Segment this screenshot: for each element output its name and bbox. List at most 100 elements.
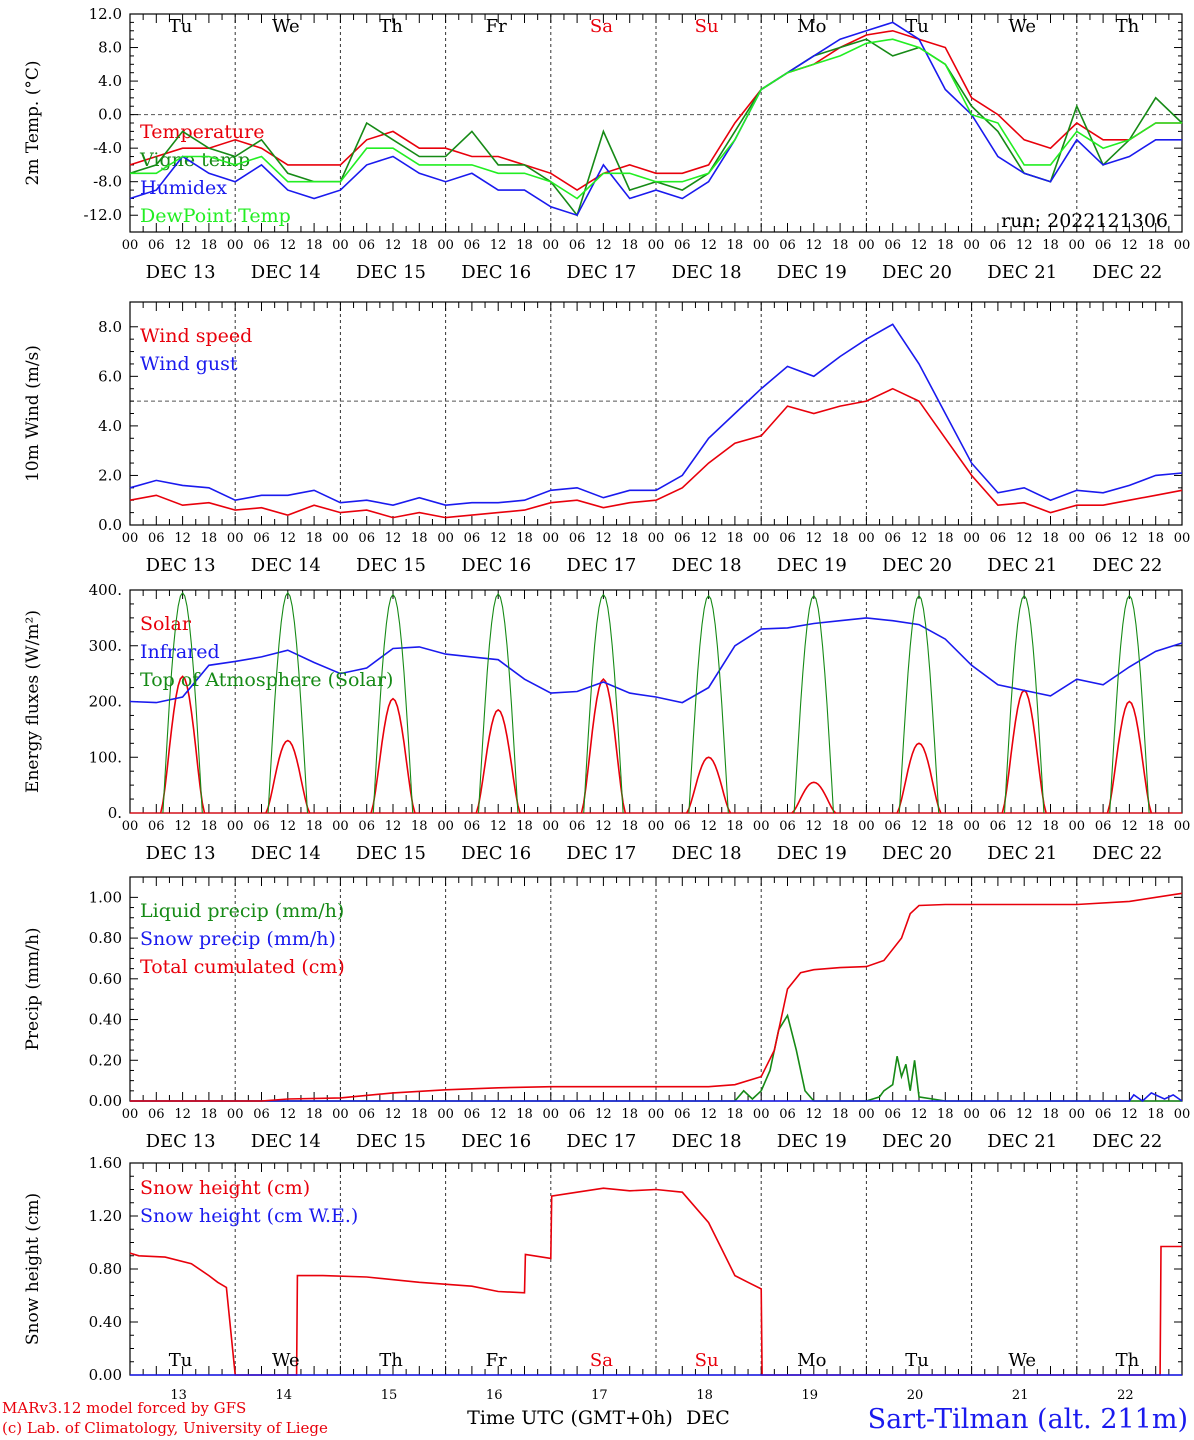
x-hour-label: 06 xyxy=(148,819,165,834)
x-hour-label: 00 xyxy=(858,238,875,253)
x-day-number: 16 xyxy=(486,1388,503,1403)
series-line xyxy=(129,387,1183,519)
x-date-label: DEC 16 xyxy=(461,843,531,864)
x-hour-label: 12 xyxy=(174,238,191,253)
x-hour-label: 12 xyxy=(490,1107,507,1122)
x-hour-label: 18 xyxy=(1042,819,1059,834)
station-name: Sart-Tilman (alt. 211m) xyxy=(868,1404,1188,1435)
x-hour-label: 18 xyxy=(621,238,638,253)
x-hour-label: 12 xyxy=(1016,1107,1033,1122)
x-hour-label: 00 xyxy=(1174,1107,1191,1122)
x-hour-label: 00 xyxy=(753,819,770,834)
panel-wind: 0.0 2.0 4.0 6.0 8.0 10m Wind (m/s) 00 06 12 18 DEC… xyxy=(23,301,1190,576)
x-hour-label: 18 xyxy=(201,531,218,546)
x-date-label: DEC 18 xyxy=(672,555,742,576)
x-hour-label: 18 xyxy=(516,238,533,253)
x-hour-label: 00 xyxy=(648,531,665,546)
x-hour-label: 12 xyxy=(1016,531,1033,546)
x-hour-label: 06 xyxy=(253,1107,270,1122)
x-hour-label: 12 xyxy=(595,531,612,546)
y-tick-label: 0. xyxy=(108,804,122,822)
x-hour-label: 00 xyxy=(648,1107,665,1122)
x-hour-label: 06 xyxy=(884,819,901,834)
x-hour-label: 18 xyxy=(306,1107,323,1122)
x-date-label: DEC 14 xyxy=(251,262,321,283)
x-date-label: DEC 15 xyxy=(356,555,426,576)
x-hour-label: 18 xyxy=(621,1107,638,1122)
x-hour-label: 18 xyxy=(727,1107,744,1122)
x-hour-label: 00 xyxy=(1174,819,1191,834)
y-axis-title: Energy fluxes (W/m²) xyxy=(23,610,43,793)
x-hour-label: 18 xyxy=(727,238,744,253)
x-hour-label: 00 xyxy=(963,819,980,834)
x-hour-label: 00 xyxy=(122,238,139,253)
y-axis-title: 2m Temp. (°C) xyxy=(23,60,43,185)
x-hour-label: 00 xyxy=(543,1107,560,1122)
x-date-label: DEC 22 xyxy=(1092,1131,1162,1152)
x-hour-label: 06 xyxy=(990,819,1007,834)
y-tick-label: 2.0 xyxy=(98,466,122,484)
series-line xyxy=(129,617,1183,704)
y-tick-label: 4.0 xyxy=(98,72,122,90)
x-hour-label: 00 xyxy=(858,531,875,546)
x-hour-label: 18 xyxy=(727,819,744,834)
day-name-label: We xyxy=(1008,1350,1036,1371)
panel-energy: 0. 100. 200. 300. 400. Energy fluxes (W/m²) 00… xyxy=(23,581,1190,864)
x-day-number: 18 xyxy=(696,1388,713,1403)
series-line-toa xyxy=(267,591,309,814)
x-hour-label: 12 xyxy=(700,1107,717,1122)
x-hour-label: 06 xyxy=(569,819,586,834)
panel-temperature: -12.0 -8.0 -4.0 0.0 4.0 8.0 12.0 2m Temp. (°C) 0… xyxy=(23,5,1190,283)
x-hour-label: 18 xyxy=(1147,1107,1164,1122)
x-hour-label: 00 xyxy=(963,238,980,253)
x-date-label: DEC 19 xyxy=(777,262,847,283)
x-hour-label: 18 xyxy=(516,531,533,546)
x-hour-label: 12 xyxy=(385,1107,402,1122)
legend-entry: Temperature xyxy=(140,121,264,143)
x-hour-label: 18 xyxy=(1147,238,1164,253)
plot-frame xyxy=(129,301,1183,526)
y-tick-label: 0.80 xyxy=(89,1260,122,1278)
y-tick-label: 400. xyxy=(89,581,122,599)
x-date-label: DEC 20 xyxy=(882,555,952,576)
x-hour-label: 06 xyxy=(674,531,691,546)
x-hour-label: 12 xyxy=(1121,1107,1138,1122)
y-tick-label: 4.0 xyxy=(98,417,122,435)
x-hour-label: 06 xyxy=(358,238,375,253)
x-hour-label: 18 xyxy=(1042,531,1059,546)
x-date-label: DEC 15 xyxy=(356,262,426,283)
legend-entry: Vigne temp xyxy=(139,149,250,171)
series-line-toa xyxy=(1109,594,1150,814)
x-hour-label: 18 xyxy=(621,531,638,546)
x-date-label: DEC 13 xyxy=(146,555,216,576)
x-hour-label: 12 xyxy=(174,531,191,546)
x-date-label: DEC 16 xyxy=(461,262,531,283)
x-hour-label: 12 xyxy=(280,531,297,546)
x-hour-label: 18 xyxy=(937,819,954,834)
x-hour-label: 18 xyxy=(832,819,849,834)
series-line-toa xyxy=(898,594,940,814)
x-hour-label: 12 xyxy=(280,1107,297,1122)
x-hour-label: 12 xyxy=(911,238,928,253)
x-hour-label: 06 xyxy=(253,531,270,546)
x-hour-label: 18 xyxy=(621,819,638,834)
x-hour-label: 12 xyxy=(700,819,717,834)
x-day-number: 14 xyxy=(276,1388,293,1403)
x-date-label: DEC 14 xyxy=(251,555,321,576)
x-date-label: DEC 16 xyxy=(461,1131,531,1152)
x-hour-label: 06 xyxy=(358,819,375,834)
x-hour-label: 18 xyxy=(1147,531,1164,546)
x-hour-label: 00 xyxy=(753,1107,770,1122)
x-date-label: DEC 19 xyxy=(777,1131,847,1152)
x-hour-label: 12 xyxy=(490,238,507,253)
x-day-number: 20 xyxy=(907,1388,924,1403)
x-hour-label: 18 xyxy=(516,819,533,834)
x-hour-label: 00 xyxy=(122,819,139,834)
x-date-label: DEC 17 xyxy=(566,1131,636,1152)
x-hour-label: 12 xyxy=(385,238,402,253)
panel-precip: 0.00 0.20 0.40 0.60 0.80 1.00 Precip (mm/h) 00 0… xyxy=(23,876,1191,1152)
x-hour-label: 12 xyxy=(280,238,297,253)
y-tick-label: 0.00 xyxy=(89,1366,122,1384)
x-date-label: DEC 17 xyxy=(566,262,636,283)
y-tick-label: 8.0 xyxy=(98,39,122,57)
